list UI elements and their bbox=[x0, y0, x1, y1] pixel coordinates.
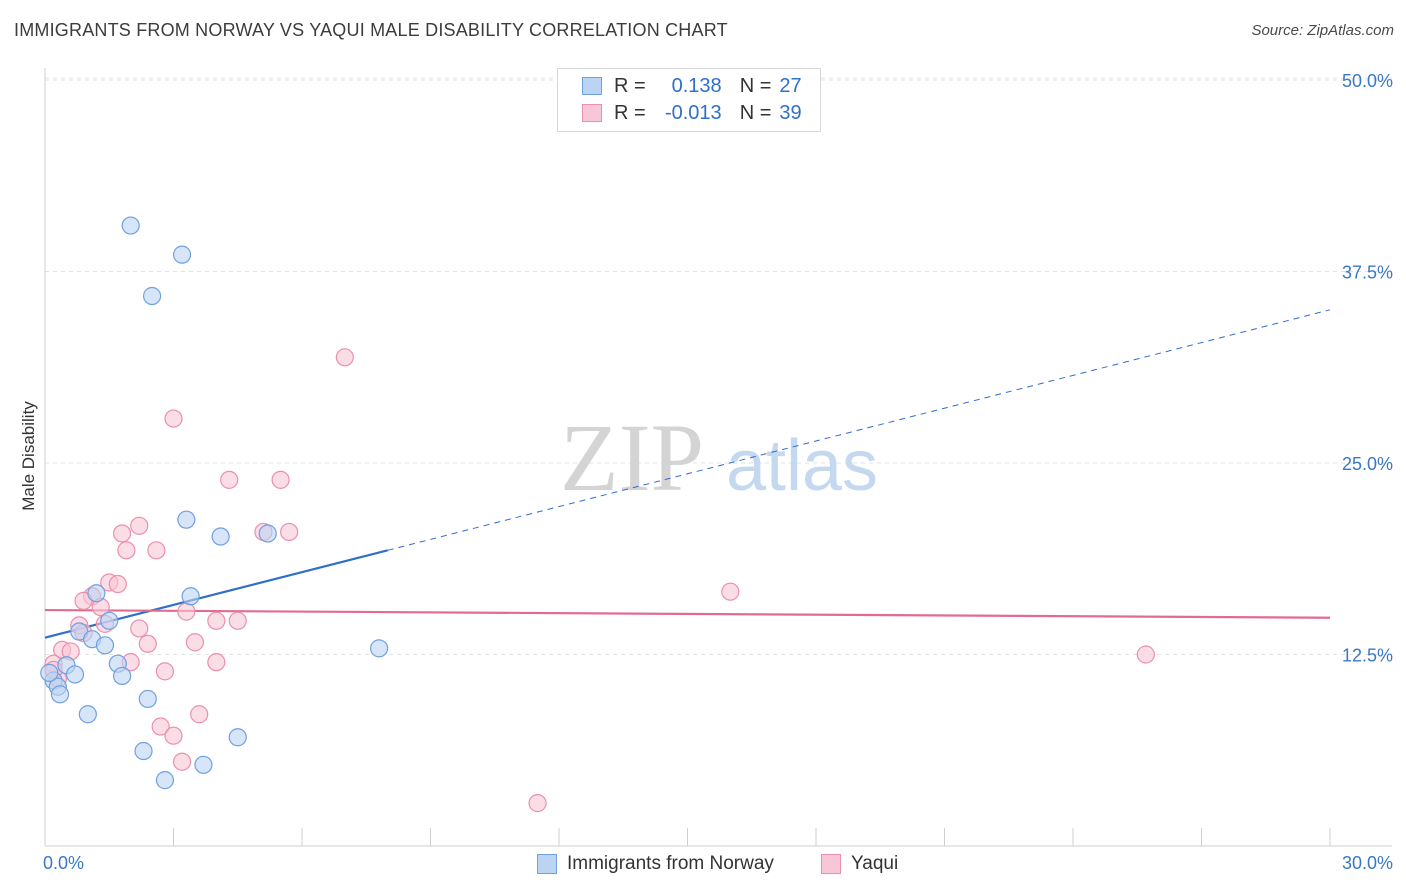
legend-swatch-yaqui bbox=[582, 104, 602, 122]
point-yaqui bbox=[138, 634, 157, 653]
legend-n-label: N = bbox=[739, 101, 772, 124]
point-norway bbox=[50, 685, 70, 704]
chart-title: IMMIGRANTS FROM NORWAY VS YAQUI MALE DIS… bbox=[14, 20, 728, 40]
point-norway bbox=[142, 286, 162, 306]
tick-labels: 12.5% 25.0% 37.5% 50.0% 0.0% 30.0% bbox=[43, 71, 1393, 873]
point-yaqui bbox=[528, 794, 547, 813]
point-norway bbox=[112, 666, 132, 686]
point-norway bbox=[370, 639, 389, 658]
series-legend-norway[interactable]: Immigrants from Norway bbox=[537, 852, 774, 876]
point-yaqui bbox=[185, 633, 205, 652]
x-tick-label: 0.0% bbox=[43, 853, 84, 873]
watermark-zip: ZIP bbox=[560, 404, 704, 511]
point-norway bbox=[258, 524, 277, 543]
series-swatch-yaqui bbox=[821, 854, 841, 874]
point-yaqui bbox=[108, 574, 127, 594]
point-yaqui bbox=[271, 470, 290, 489]
x-tick-label: 30.0% bbox=[1342, 853, 1393, 873]
point-norway bbox=[134, 741, 153, 761]
point-norway bbox=[95, 636, 115, 655]
legend-n-value: 39 bbox=[779, 101, 802, 124]
y-tick-label: 37.5% bbox=[1342, 263, 1393, 283]
point-yaqui bbox=[151, 717, 170, 736]
point-yaqui bbox=[207, 653, 226, 672]
point-yaqui bbox=[172, 752, 192, 771]
point-norway bbox=[228, 728, 247, 747]
legend-r-value: 0.138 bbox=[671, 74, 722, 97]
legend-row-yaqui: R = -0.013 N = 39 bbox=[582, 101, 802, 125]
point-yaqui bbox=[220, 470, 239, 489]
point-yaqui bbox=[1136, 645, 1155, 664]
y-tick-label: 25.0% bbox=[1342, 454, 1393, 474]
point-yaqui bbox=[164, 726, 183, 745]
point-yaqui bbox=[130, 619, 149, 638]
point-yaqui bbox=[280, 522, 299, 542]
legend-swatch-norway bbox=[582, 77, 602, 95]
y-tick-label: 50.0% bbox=[1342, 71, 1393, 91]
point-yaqui bbox=[228, 611, 247, 630]
series-label-yaqui: Yaqui bbox=[851, 853, 899, 874]
point-yaqui bbox=[117, 541, 136, 560]
point-norway bbox=[181, 587, 200, 606]
legend-n-value: 27 bbox=[779, 74, 802, 97]
trendline-norway-extension bbox=[387, 309, 1331, 551]
axes bbox=[44, 68, 1392, 847]
legend-r-label: R = bbox=[614, 74, 646, 97]
point-yaqui bbox=[177, 602, 196, 621]
series-swatch-norway bbox=[537, 854, 557, 874]
point-norway bbox=[177, 510, 196, 529]
y-axis-label: Male Disability bbox=[19, 401, 38, 511]
point-norway bbox=[211, 527, 230, 546]
point-yaqui bbox=[130, 516, 149, 535]
legend-row-norway: R = 0.138 N = 27 bbox=[582, 74, 802, 98]
watermark-atlas: atlas bbox=[726, 426, 878, 506]
point-yaqui bbox=[155, 662, 175, 681]
point-norway bbox=[100, 611, 119, 630]
point-norway bbox=[155, 771, 175, 790]
correlation-legend: R = 0.138 N = 27 R = -0.013 N = 39 bbox=[557, 68, 821, 132]
point-yaqui bbox=[147, 541, 166, 560]
point-yaqui bbox=[207, 611, 226, 630]
y-tick-label: 12.5% bbox=[1342, 646, 1393, 666]
point-norway bbox=[194, 755, 213, 774]
legend-n-label: N = bbox=[739, 74, 772, 97]
point-yaqui bbox=[190, 705, 209, 724]
series-legend-yaqui[interactable]: Yaqui bbox=[821, 852, 898, 876]
watermark: ZIP atlas bbox=[560, 404, 878, 511]
point-norway bbox=[65, 665, 85, 684]
point-norway bbox=[40, 663, 59, 682]
point-norway bbox=[121, 216, 140, 235]
trendline-yaqui bbox=[44, 608, 1331, 619]
point-norway bbox=[78, 705, 97, 724]
point-norway bbox=[87, 584, 106, 603]
data-points bbox=[40, 216, 1155, 813]
legend-r-value: -0.013 bbox=[664, 101, 722, 124]
legend-r-label: R = bbox=[614, 101, 646, 124]
point-norway bbox=[138, 689, 157, 709]
point-yaqui bbox=[164, 409, 183, 428]
gridlines bbox=[45, 77, 1392, 655]
point-yaqui bbox=[721, 582, 740, 601]
trendlines bbox=[44, 309, 1331, 639]
series-label-norway: Immigrants from Norway bbox=[567, 853, 774, 874]
point-yaqui bbox=[112, 524, 132, 543]
point-yaqui bbox=[335, 348, 354, 367]
point-norway bbox=[172, 245, 192, 264]
source-credit: Source: ZipAtlas.com bbox=[1251, 22, 1394, 39]
